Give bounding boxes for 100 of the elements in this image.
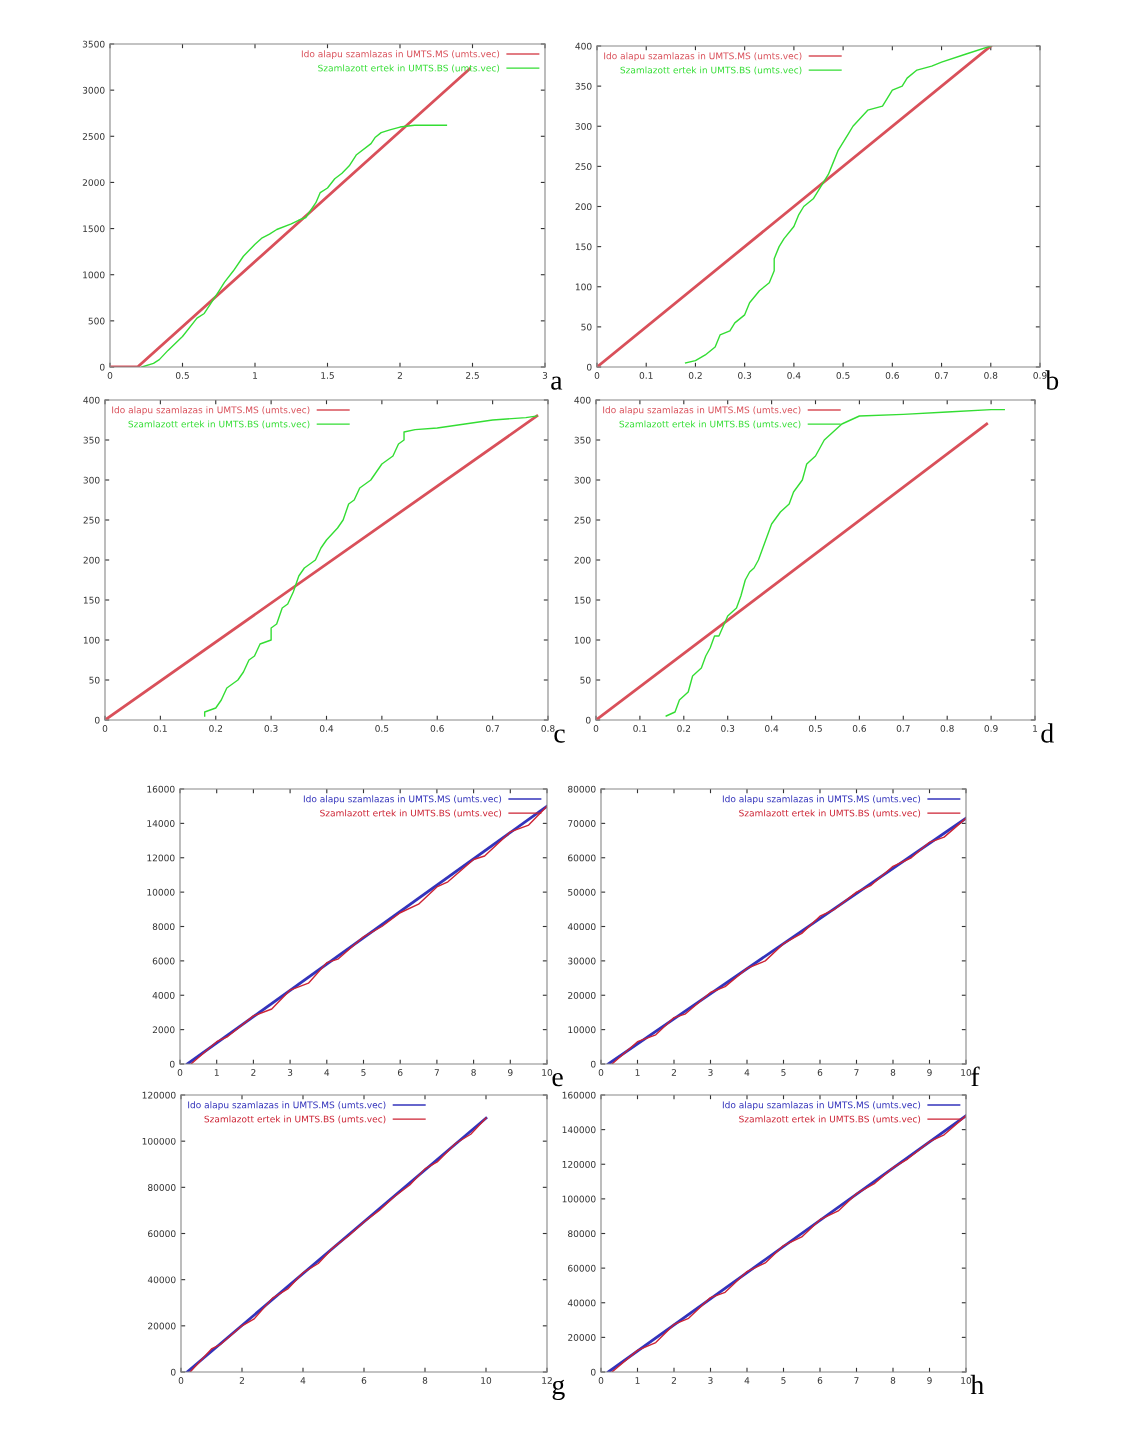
y-tick-label: 3500 [82, 40, 105, 48]
x-tick-label: 0.4 [787, 372, 801, 379]
x-tick-label: 0 [178, 1377, 184, 1384]
y-tick-label: 100 [575, 283, 592, 291]
text: b [1045, 370, 1059, 390]
y-tick-label: 80000 [568, 785, 596, 793]
x-tick-label: 4 [300, 1377, 306, 1384]
x-tick-label: 9 [508, 1069, 513, 1076]
x-tick-label: 0 [177, 1069, 183, 1076]
y-tick-label: 350 [574, 436, 591, 444]
y-tick-label: 120000 [562, 1160, 596, 1168]
y-tick-label: 80000 [148, 1184, 176, 1191]
y-tick-label: 2500 [82, 133, 105, 140]
text: e [552, 1072, 563, 1087]
y-tick-label: 8000 [152, 923, 175, 931]
line-series [203, 415, 538, 717]
legend-label: Ido alapu szamlazas in UMTS.MS (umts.vec) [112, 406, 310, 416]
y-tick-label: 250 [574, 516, 591, 524]
y-tick-label: 50 [89, 676, 100, 684]
x-tick-label: 0.7 [934, 372, 948, 379]
text: f [971, 1066, 980, 1087]
x-tick-label: 4 [744, 1069, 750, 1076]
x-tick-label: 1 [253, 372, 258, 379]
x-tick-label: 4 [744, 1377, 750, 1384]
x-tick-label: 8 [471, 1069, 476, 1076]
text: a [551, 376, 563, 390]
x-tick-label: 1 [214, 1069, 219, 1076]
y-tick-label: 350 [575, 82, 592, 90]
y-tick-label: 0 [99, 363, 105, 371]
legend-label: Szamlazott ertek in UMTS.BS (umts.vec) [318, 64, 500, 73]
x-tick-label: 0.6 [885, 372, 899, 379]
x-tick-label: 7 [434, 1069, 439, 1076]
y-tick-label: 1000 [83, 271, 105, 279]
x-tick-label: 0.9 [984, 725, 998, 732]
x-tick-label: 3 [708, 1377, 713, 1384]
x-tick-label: 0.5 [175, 372, 189, 379]
y-tick-label: 20000 [568, 1334, 596, 1341]
y-tick-label: 10000 [147, 888, 175, 896]
y-tick-label: 0 [169, 1060, 175, 1068]
y-tick-label: 1500 [83, 225, 105, 233]
y-tick-label: 140000 [562, 1126, 596, 1134]
y-tick-label: 40000 [567, 923, 596, 931]
text: g [552, 1379, 565, 1400]
y-tick-label: 0 [590, 1060, 596, 1068]
y-tick-label: 200 [574, 556, 591, 564]
x-tick-label: 8 [890, 1377, 896, 1384]
legend-label: Szamlazott ertek in UMTS.BS (umts.vec) [620, 66, 802, 75]
x-tick-label: 2 [239, 1377, 244, 1384]
line-series [141, 124, 448, 367]
y-tick-label: 4000 [152, 991, 175, 999]
legend-label: Szamlazott ertek in UMTS.BS (umts.vec) [619, 420, 801, 429]
x-tick-label: 8 [890, 1069, 896, 1076]
y-tick-label: 120000 [142, 1091, 176, 1099]
x-tick-label: 0.1 [153, 725, 167, 732]
y-tick-label: 0 [170, 1368, 176, 1376]
y-tick-label: 100 [574, 636, 591, 644]
x-tick-label: 9 [927, 1069, 932, 1076]
x-tick-label: 3 [708, 1069, 713, 1076]
legend-label: Ido alapu szamlazas in UMTS.MS (umts.vec) [303, 795, 502, 805]
x-tick-label: 1 [635, 1069, 640, 1076]
x-tick-label: 10 [961, 1069, 972, 1076]
x-tick-label: 0.7 [896, 725, 910, 732]
x-tick-label: 0.4 [765, 725, 779, 732]
x-tick-label: 2 [671, 1377, 676, 1384]
x-tick-label: 0.3 [738, 372, 752, 379]
x-tick-label: 3 [287, 1069, 293, 1076]
x-tick-label: 0 [598, 1069, 604, 1076]
y-tick-label: 0 [94, 716, 100, 724]
y-tick-label: 150 [575, 243, 592, 251]
y-tick-label: 30000 [568, 957, 596, 965]
x-tick-label: 10 [481, 1377, 492, 1384]
y-tick-label: 2000 [152, 1026, 175, 1034]
x-tick-label: 0 [107, 372, 113, 379]
y-tick-label: 3000 [82, 86, 105, 94]
x-tick-label: 5 [781, 1377, 786, 1384]
x-tick-label: 0.1 [633, 725, 647, 732]
y-tick-label: 100000 [562, 1195, 596, 1203]
y-tick-label: 100000 [142, 1137, 176, 1145]
x-tick-label: 0.9 [1033, 372, 1047, 379]
legend-label: Ido alapu szamlazas in UMTS.MS (umts.vec) [722, 1101, 921, 1111]
x-tick-label: 6 [817, 1377, 823, 1384]
y-tick-label: 300 [83, 476, 100, 484]
x-tick-label: 0.6 [430, 725, 444, 732]
x-tick-label: 0.5 [808, 725, 822, 732]
x-tick-label: 0.8 [940, 725, 954, 732]
text: h [970, 1374, 984, 1395]
x-tick-label: 0.8 [984, 372, 998, 379]
legend-label: Szamlazott ertek in UMTS.BS (umts.vec) [739, 1115, 921, 1124]
x-tick-label: 0.2 [677, 725, 691, 732]
x-tick-label: 0.6 [852, 725, 867, 732]
y-tick-label: 0 [585, 716, 591, 724]
y-tick-label: 50 [581, 323, 592, 331]
x-tick-label: 1 [1033, 725, 1038, 732]
x-tick-label: 0.5 [375, 725, 389, 732]
x-tick-label: 2 [397, 372, 402, 379]
x-tick-label: 7 [854, 1377, 859, 1384]
y-tick-label: 2000 [82, 179, 105, 186]
x-tick-label: 5 [781, 1069, 786, 1076]
y-tick-label: 20000 [568, 991, 596, 999]
y-tick-label: 6000 [152, 957, 175, 965]
